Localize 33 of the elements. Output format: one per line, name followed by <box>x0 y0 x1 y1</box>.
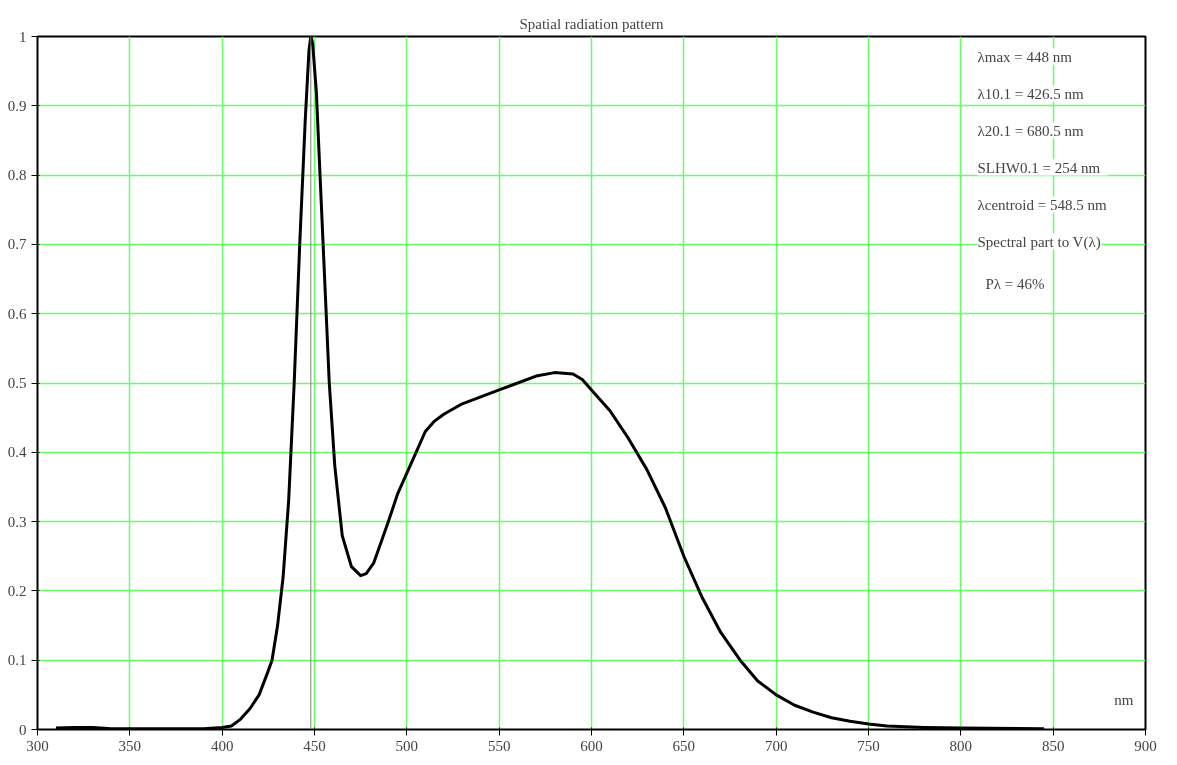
y-tick-label: 0.1 <box>7 652 27 669</box>
y-tick-label: 0.8 <box>7 167 27 184</box>
x-tick-label: 600 <box>580 737 603 754</box>
annotation: λ20.1 = 680.5 nm <box>977 122 1084 139</box>
x-axis-title: nm <box>1114 691 1134 708</box>
x-tick-label: 800 <box>949 737 973 754</box>
y-tick-label: 0.2 <box>7 582 27 599</box>
annotation: SLHW0.1 = 254 nm <box>977 159 1101 176</box>
annotation: Pλ = 46% <box>985 275 1045 292</box>
x-tick-label: 350 <box>118 737 142 754</box>
x-tick-label: 550 <box>487 737 511 754</box>
y-tick-label: 0.9 <box>7 97 27 114</box>
y-tick-label: 0.6 <box>7 305 27 322</box>
y-tick-label: 0.5 <box>7 375 27 391</box>
x-tick-label: 750 <box>857 737 880 754</box>
chart-title: Spatial radiation pattern <box>519 15 665 32</box>
annotation: λmax = 448 nm <box>977 48 1073 65</box>
y-tick-label: 1 <box>19 28 27 45</box>
x-tick-label: 400 <box>210 737 234 754</box>
x-tick-label: 450 <box>303 737 326 754</box>
x-tick-label: 700 <box>764 737 788 754</box>
annotation: Spectral part to V(λ) <box>977 233 1101 251</box>
y-tick-label: 0.3 <box>7 513 27 530</box>
annotation: λ10.1 = 426.5 nm <box>977 85 1084 102</box>
x-tick-label: 650 <box>672 737 696 754</box>
x-tick-label: 500 <box>395 737 419 754</box>
annotation: λcentroid = 548.5 nm <box>977 196 1107 213</box>
x-tick-label: 900 <box>1134 737 1157 754</box>
y-tick-label: 0 <box>19 721 27 738</box>
y-tick-label: 0.7 <box>7 236 27 253</box>
y-tick-label: 0.4 <box>7 444 27 461</box>
x-tick-label: 850 <box>1041 737 1065 754</box>
x-tick-label: 300 <box>26 737 49 754</box>
